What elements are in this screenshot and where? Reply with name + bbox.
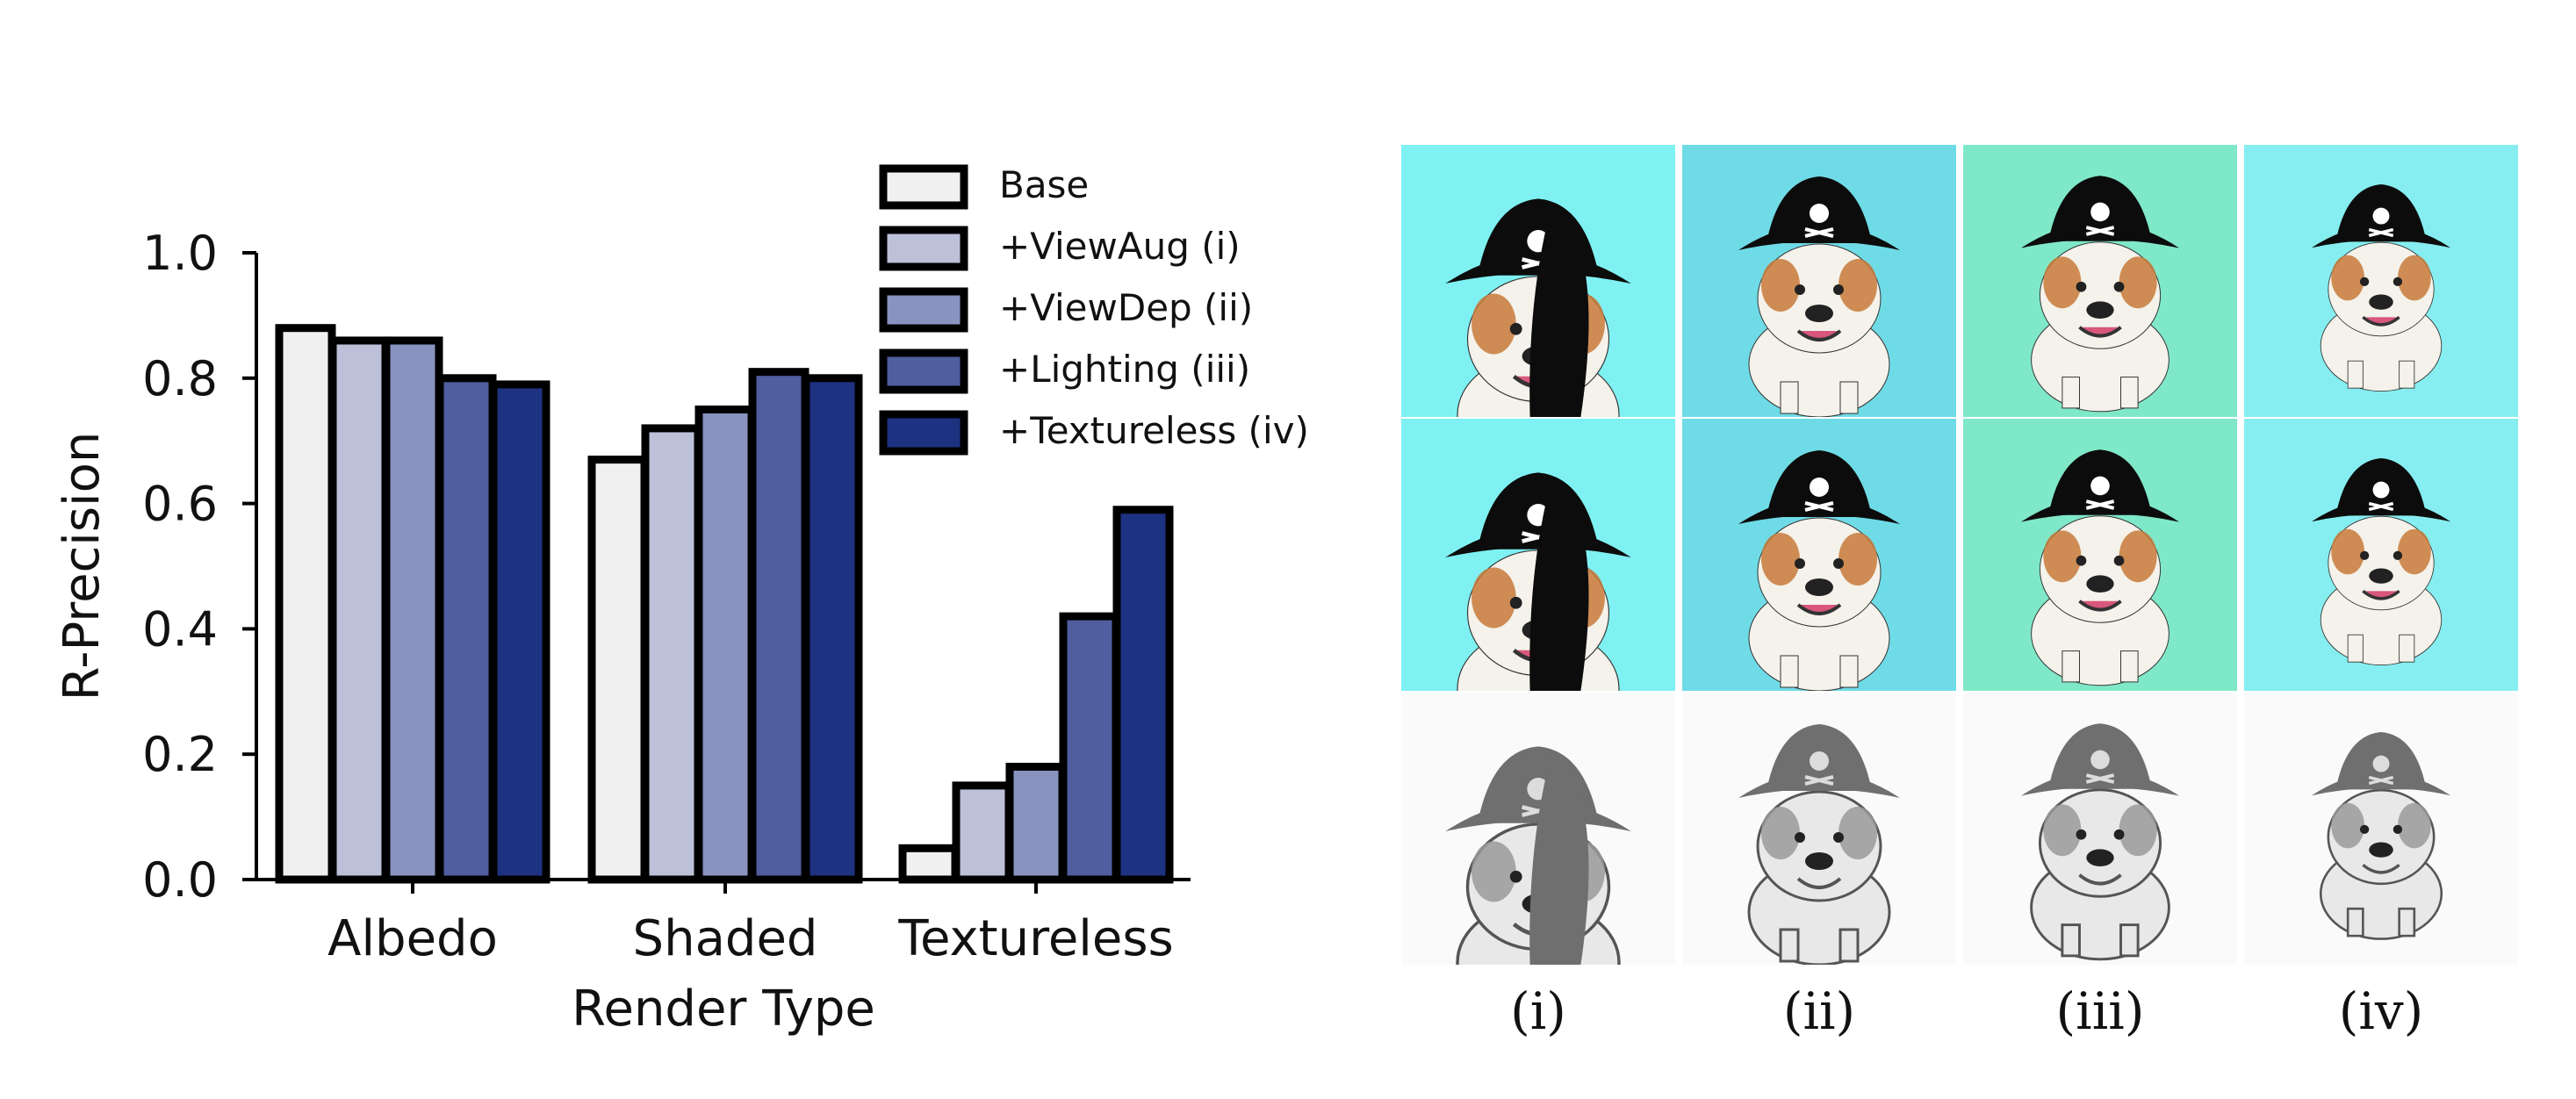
bar-albedo-4	[435, 374, 497, 884]
shaded-render-col-2	[1682, 419, 1956, 691]
bar-shaded-4	[748, 368, 809, 884]
shaded-render-col-1	[1401, 419, 1675, 691]
y-axis-label: R-Precision	[54, 432, 111, 701]
x-tick-label: Albedo	[327, 910, 498, 967]
legend-label: +ViewAug (i)	[999, 225, 1241, 268]
y-tick-label: 1.0	[142, 226, 218, 281]
albedo-render-col-4	[2244, 145, 2518, 417]
bar-textureless-4	[1059, 612, 1120, 884]
bar-textureless-3	[1005, 762, 1067, 884]
legend-label: +Textureless (iv)	[999, 409, 1309, 452]
y-tick-label: 0.6	[142, 477, 218, 532]
albedo-render-col-2	[1682, 145, 1956, 417]
albedo-render-col-3	[1963, 145, 2237, 417]
bar-shaded-5	[802, 374, 863, 884]
legend-label: +Lighting (iii)	[999, 348, 1250, 391]
y-tick-label: 0.4	[142, 601, 218, 657]
column-label: (ii)	[1782, 981, 1856, 1041]
bar-albedo-5	[489, 380, 550, 884]
column-label: (i)	[1510, 981, 1566, 1041]
bar-textureless-1	[898, 844, 960, 884]
x-tick-label: Textureless	[897, 910, 1173, 967]
y-tick-label: 0.8	[142, 351, 218, 406]
textureless-render-col-3	[1963, 693, 2237, 965]
x-tick-label: Shaded	[633, 910, 818, 967]
legend-swatch	[879, 348, 968, 394]
x-ticks: Albedo Shaded Textureless	[327, 880, 1174, 967]
legend-label: Base	[999, 163, 1089, 206]
y-tick-label: 0.0	[142, 852, 218, 908]
textureless-render-col-2	[1682, 693, 1956, 965]
bar-textureless-2	[952, 781, 1013, 884]
bar-shaded-2	[641, 424, 702, 884]
column-label: (iv)	[2338, 981, 2424, 1041]
bar-shaded-3	[694, 406, 756, 884]
bar-shaded-1	[587, 456, 649, 884]
bar-albedo-1	[275, 324, 336, 884]
shaded-render-col-3	[1963, 419, 2237, 691]
legend-swatch	[879, 410, 968, 456]
bar-albedo-2	[328, 336, 390, 884]
y-ticks: 0.0 0.2 0.4 0.6 0.8 1.0	[142, 226, 256, 908]
albedo-render-col-1	[1401, 145, 1675, 417]
column-label: (iii)	[2055, 981, 2145, 1041]
legend-swatch	[879, 226, 968, 271]
bar-albedo-3	[382, 336, 443, 884]
bar-chart: 0.0 0.2 0.4 0.6 0.8 1.0 Albedo Shaded Texturele…	[54, 163, 1309, 1038]
legend: Base +ViewAug (i) +ViewDep (ii) +Lighting (…	[879, 163, 1309, 456]
legend-swatch	[879, 164, 968, 210]
textureless-render-col-1	[1401, 693, 1675, 965]
y-tick-label: 0.2	[142, 727, 218, 782]
shaded-render-col-4	[2244, 419, 2518, 691]
legend-label: +ViewDep (ii)	[999, 286, 1253, 329]
legend-swatch	[879, 287, 968, 333]
bar-textureless-5	[1112, 506, 1174, 884]
render-image-grid	[1401, 145, 2518, 968]
textureless-render-col-4	[2244, 693, 2518, 965]
x-axis-label: Render Type	[572, 980, 875, 1038]
